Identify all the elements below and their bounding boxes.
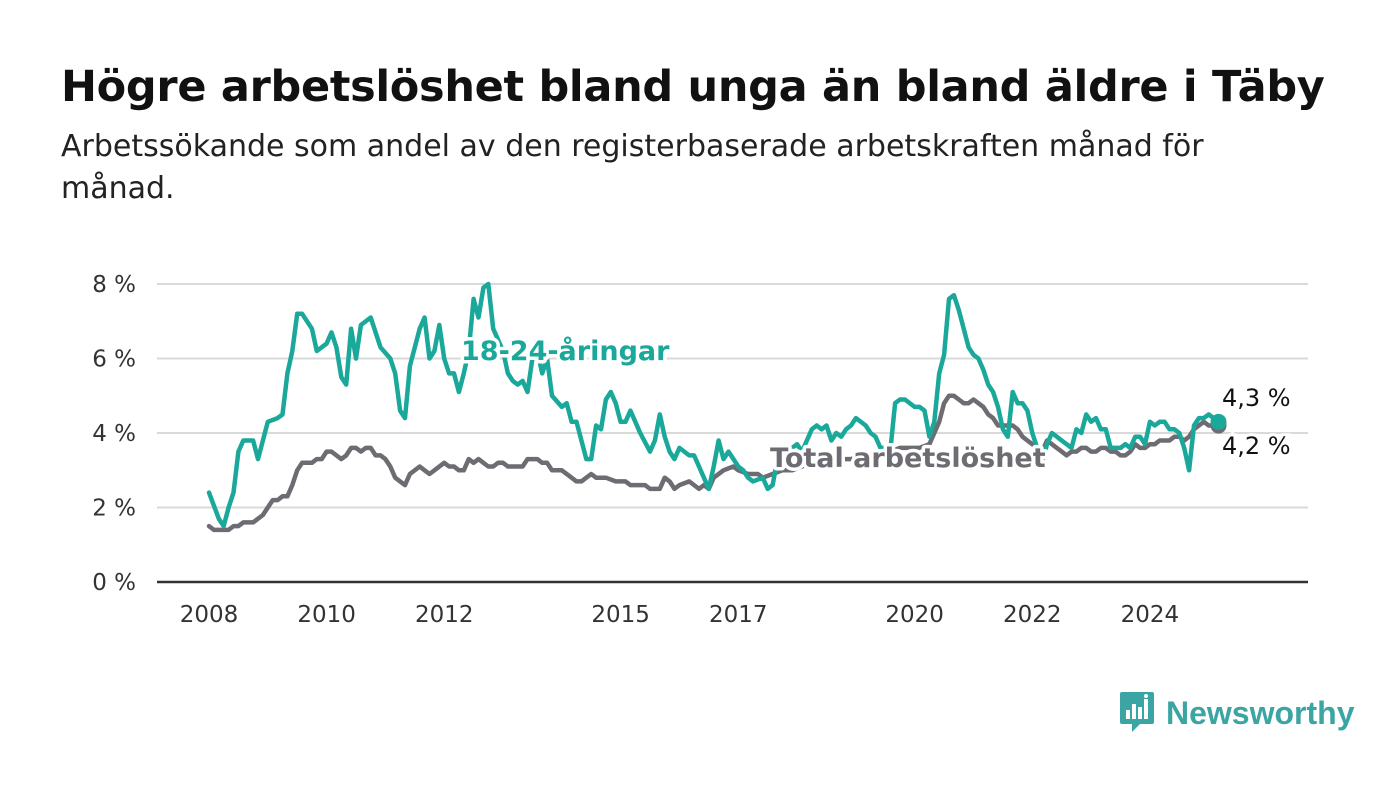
brand-name: Newsworthy bbox=[1166, 694, 1355, 731]
y-tick-label: 8 % bbox=[92, 272, 136, 298]
chart-subtitle: Arbetssökande som andel av den registerb… bbox=[61, 129, 1204, 206]
x-tick-label: 2017 bbox=[709, 602, 768, 628]
x-tick-label: 2022 bbox=[1003, 602, 1062, 628]
x-tick-label: 2012 bbox=[415, 602, 474, 628]
x-tick-label: 2008 bbox=[180, 602, 239, 628]
series-label-youth: 18-24-åringar bbox=[461, 335, 670, 367]
end-dot-youth bbox=[1210, 413, 1227, 430]
x-tick-label: 2024 bbox=[1121, 602, 1180, 628]
x-tick-label: 2020 bbox=[885, 602, 944, 628]
x-tick-label: 2015 bbox=[591, 602, 650, 628]
series-label-total: Total arbetslöshet bbox=[770, 443, 1046, 474]
end-label-youth: 4,3 % bbox=[1222, 384, 1291, 412]
y-axis-labels: 0 % 2 % 4 % 6 % 8 % bbox=[92, 272, 136, 596]
series-line-youth bbox=[206, 281, 1221, 529]
y-tick-label: 6 % bbox=[92, 347, 136, 373]
x-axis-labels: 2008 2010 2012 2015 2017 2020 2022 2024 bbox=[180, 602, 1179, 628]
newsworthy-logo-icon bbox=[1120, 692, 1154, 732]
y-tick-label: 0 % bbox=[92, 570, 136, 596]
series-lines bbox=[206, 281, 1221, 533]
series-labels: 18-24-åringar Total arbetslöshet 4,3 % 4,2 … bbox=[458, 332, 1294, 478]
chart-title: Högre arbetslöshet bland unga än bland ä… bbox=[61, 62, 1325, 112]
y-tick-label: 4 % bbox=[92, 421, 136, 447]
y-tick-label: 2 % bbox=[92, 496, 136, 522]
x-tick-label: 2010 bbox=[297, 602, 356, 628]
end-label-total: 4,2 % bbox=[1222, 432, 1291, 460]
newsworthy-logo: Newsworthy bbox=[1118, 690, 1354, 736]
gridlines bbox=[157, 283, 1308, 584]
